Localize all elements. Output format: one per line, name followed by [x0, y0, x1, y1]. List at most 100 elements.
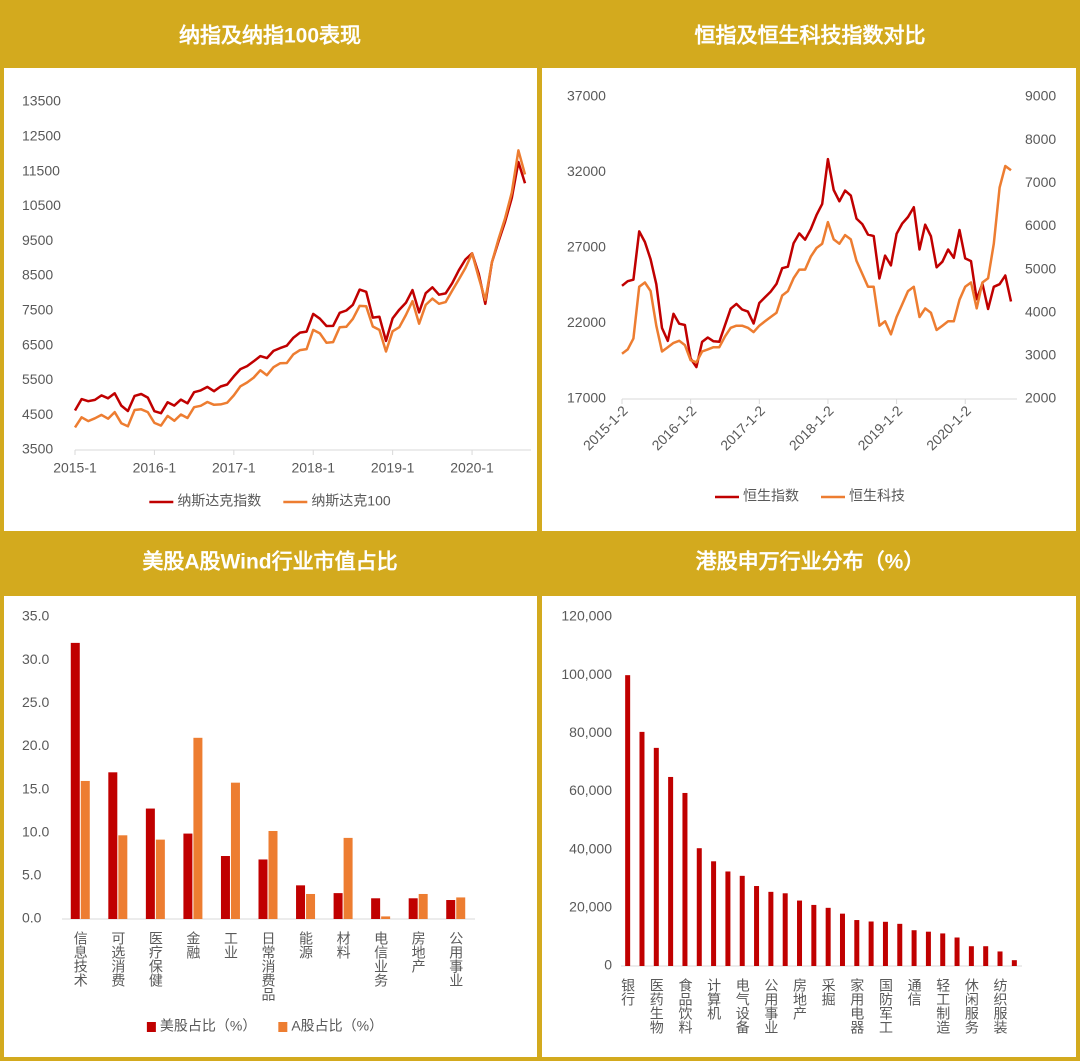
legend-label: 纳斯达克100 [311, 493, 391, 509]
bar [639, 731, 645, 966]
bar [711, 861, 717, 966]
y2-tick-label: 3000 [1025, 347, 1056, 363]
x-tick-label: 轻工制造 [935, 978, 951, 1035]
line [73, 149, 527, 429]
line [73, 160, 527, 415]
bar [306, 893, 316, 919]
x-tick-label: 日常消费品 [261, 931, 277, 1001]
bar [118, 835, 128, 919]
legend-label: 恒生科技 [849, 488, 905, 504]
bar [768, 891, 774, 966]
chart-title: 美股A股Wind行业市值占比 [142, 550, 397, 574]
bar [668, 776, 674, 966]
x-tick-label: 休闲服务 [964, 978, 980, 1034]
panel [542, 596, 1076, 1057]
y-tick-label: 25.0 [22, 694, 49, 710]
y-tick-label: 13500 [22, 93, 61, 109]
bar [258, 859, 268, 919]
y-tick-label: 5.0 [22, 867, 42, 883]
legend-swatch [278, 1022, 288, 1032]
y-tick-label: 12500 [22, 128, 61, 144]
bar [739, 875, 745, 966]
bar [333, 893, 343, 919]
y-tick-label: 30.0 [22, 651, 49, 667]
x-tick-label: 电信业务 [373, 931, 389, 987]
bar [108, 772, 118, 919]
y-tick-label: 10500 [22, 197, 61, 213]
y2-tick-label: 4000 [1025, 303, 1056, 319]
x-tick-label: 公用事业 [448, 931, 464, 987]
x-tick-label: 计算机 [706, 978, 722, 1021]
bar [983, 946, 989, 966]
bar [725, 871, 731, 966]
bar [155, 839, 165, 919]
bar [868, 921, 874, 966]
legend-label: 美股占比（%） [160, 1018, 256, 1034]
bar [954, 937, 960, 966]
bar [456, 897, 466, 919]
bar [381, 916, 391, 919]
y-tick-label: 3500 [22, 441, 53, 457]
x-tick-label: 金融 [185, 931, 201, 959]
x-tick-label: 家用电器 [849, 977, 865, 1034]
bar [371, 898, 381, 919]
bar [80, 780, 90, 919]
y-tick-label: 20,000 [569, 899, 612, 915]
x-tick-label: 2016-1 [133, 460, 177, 476]
y-tick-label: 9500 [22, 232, 53, 248]
x-tick-label: 医疗保健 [148, 931, 164, 988]
x-tick-label: 房地产 [411, 931, 427, 974]
y-tick-label: 0.0 [22, 910, 42, 926]
bar [446, 900, 456, 919]
chart-title: 纳指及纳指100表现 [179, 24, 361, 48]
x-tick-label: 2019-1 [371, 460, 415, 476]
y-tick-label: 20.0 [22, 737, 49, 753]
y2-tick-label: 2000 [1025, 390, 1056, 406]
y2-tick-label: 8000 [1025, 131, 1056, 147]
bar [625, 675, 631, 966]
x-tick-label: 食品饮料 [677, 977, 693, 1034]
x-tick-label: 国防军工 [878, 978, 894, 1034]
y2-tick-label: 6000 [1025, 217, 1056, 233]
panel [4, 596, 537, 1057]
legend-label: 恒生指数 [743, 488, 799, 504]
bar [925, 931, 931, 966]
x-tick-label: 2018-1 [291, 460, 335, 476]
x-tick-label: 银行 [620, 978, 636, 1007]
bar [230, 782, 240, 919]
y-tick-label: 80,000 [569, 724, 612, 740]
bar [296, 885, 306, 919]
bar [653, 747, 659, 966]
bar [782, 893, 788, 966]
x-tick-label: 信息技术 [73, 931, 89, 987]
legend-label: A股占比（%） [291, 1018, 383, 1034]
bar [70, 642, 80, 919]
y-tick-label: 7500 [22, 302, 53, 318]
x-tick-label: 2020-1 [450, 460, 494, 476]
y2-tick-label: 5000 [1025, 260, 1056, 276]
legend-label: 纳斯达克指数 [177, 493, 261, 509]
y-tick-label: 4500 [22, 406, 53, 422]
x-tick-label: 纺织服装 [993, 978, 1009, 1034]
y-tick-label: 100,000 [561, 666, 612, 682]
y-tick-label: 35.0 [22, 608, 49, 624]
y-tick-label: 15.0 [22, 780, 49, 796]
bar [220, 856, 230, 919]
bar [268, 830, 278, 919]
bar [754, 886, 760, 966]
bar [418, 893, 428, 919]
y-tick-label: 22000 [567, 314, 606, 330]
y-tick-label: 40,000 [569, 840, 612, 856]
bar [797, 900, 803, 966]
x-tick-label: 2015-1 [53, 460, 97, 476]
y-tick-label: 5500 [22, 371, 53, 387]
y2-tick-label: 9000 [1025, 88, 1056, 104]
panel [542, 68, 1076, 531]
y-tick-label: 6500 [22, 336, 53, 352]
y-tick-label: 17000 [567, 390, 606, 406]
y-tick-label: 37000 [567, 88, 606, 104]
legend-swatch [146, 1022, 156, 1032]
bar [408, 898, 418, 919]
x-tick-label: 通信 [907, 978, 923, 1006]
